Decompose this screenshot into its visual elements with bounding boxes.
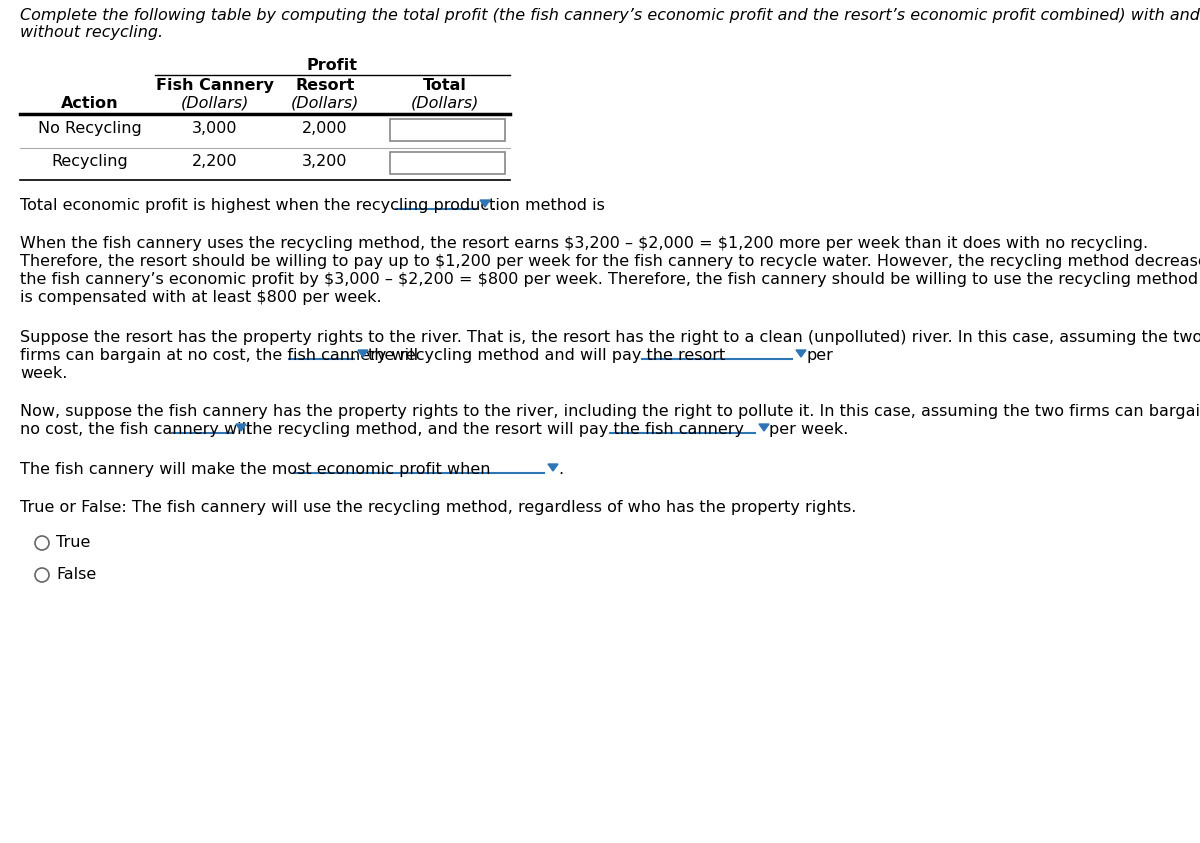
- Bar: [390, 152, 505, 174]
- Text: Fish Cannery: Fish Cannery: [156, 78, 274, 93]
- Text: False: False: [56, 567, 96, 582]
- Text: (Dollars): (Dollars): [290, 96, 359, 111]
- Text: the recycling method and will pay the resort: the recycling method and will pay the re…: [368, 348, 725, 363]
- Text: Suppose the resort has the property rights to the river. That is, the resort has: Suppose the resort has the property righ…: [20, 330, 1200, 345]
- Text: 3,000: 3,000: [192, 121, 238, 136]
- Bar: [390, 119, 505, 141]
- Text: without recycling.: without recycling.: [20, 25, 163, 40]
- Circle shape: [35, 568, 49, 582]
- Text: Profit: Profit: [307, 58, 358, 73]
- Polygon shape: [760, 424, 769, 431]
- Text: Therefore, the resort should be willing to pay up to $1,200 per week for the fis: Therefore, the resort should be willing …: [20, 254, 1200, 269]
- Text: 3,200: 3,200: [302, 154, 348, 169]
- Text: no cost, the fish cannery will: no cost, the fish cannery will: [20, 422, 251, 437]
- Text: the recycling method, and the resort will pay the fish cannery: the recycling method, and the resort wil…: [246, 422, 744, 437]
- Text: Total economic profit is highest when the recycling production method is: Total economic profit is highest when th…: [20, 198, 605, 213]
- Text: When the fish cannery uses the recycling method, the resort earns $3,200 – $2,00: When the fish cannery uses the recycling…: [20, 236, 1148, 251]
- Text: No Recycling: No Recycling: [38, 121, 142, 136]
- Text: firms can bargain at no cost, the fish cannery will: firms can bargain at no cost, the fish c…: [20, 348, 418, 363]
- Text: the fish cannery’s economic profit by $3,000 – $2,200 = $800 per week. Therefore: the fish cannery’s economic profit by $3…: [20, 272, 1200, 287]
- Text: Recycling: Recycling: [52, 154, 128, 169]
- Text: is compensated with at least $800 per week.: is compensated with at least $800 per we…: [20, 290, 382, 305]
- Polygon shape: [548, 464, 558, 471]
- Text: (Dollars): (Dollars): [181, 96, 250, 111]
- Text: week.: week.: [20, 366, 67, 381]
- Text: Action: Action: [61, 96, 119, 111]
- Text: .: .: [558, 462, 563, 477]
- Text: per: per: [806, 348, 833, 363]
- Polygon shape: [796, 350, 806, 357]
- Text: 2,000: 2,000: [302, 121, 348, 136]
- Text: The fish cannery will make the most economic profit when: The fish cannery will make the most econ…: [20, 462, 491, 477]
- Polygon shape: [480, 200, 490, 207]
- Polygon shape: [358, 350, 368, 357]
- Text: Total: Total: [424, 78, 467, 93]
- Text: True: True: [56, 535, 90, 550]
- Text: per week.: per week.: [769, 422, 848, 437]
- Text: True or False: The fish cannery will use the recycling method, regardless of who: True or False: The fish cannery will use…: [20, 500, 857, 515]
- Text: Complete the following table by computing the total profit (the fish cannery’s e: Complete the following table by computin…: [20, 8, 1200, 23]
- Text: (Dollars): (Dollars): [410, 96, 479, 111]
- Text: Resort: Resort: [295, 78, 355, 93]
- Circle shape: [35, 536, 49, 550]
- Polygon shape: [236, 424, 246, 431]
- Text: .: .: [490, 198, 496, 213]
- Text: Now, suppose the fish cannery has the property rights to the river, including th: Now, suppose the fish cannery has the pr…: [20, 404, 1200, 419]
- Text: 2,200: 2,200: [192, 154, 238, 169]
